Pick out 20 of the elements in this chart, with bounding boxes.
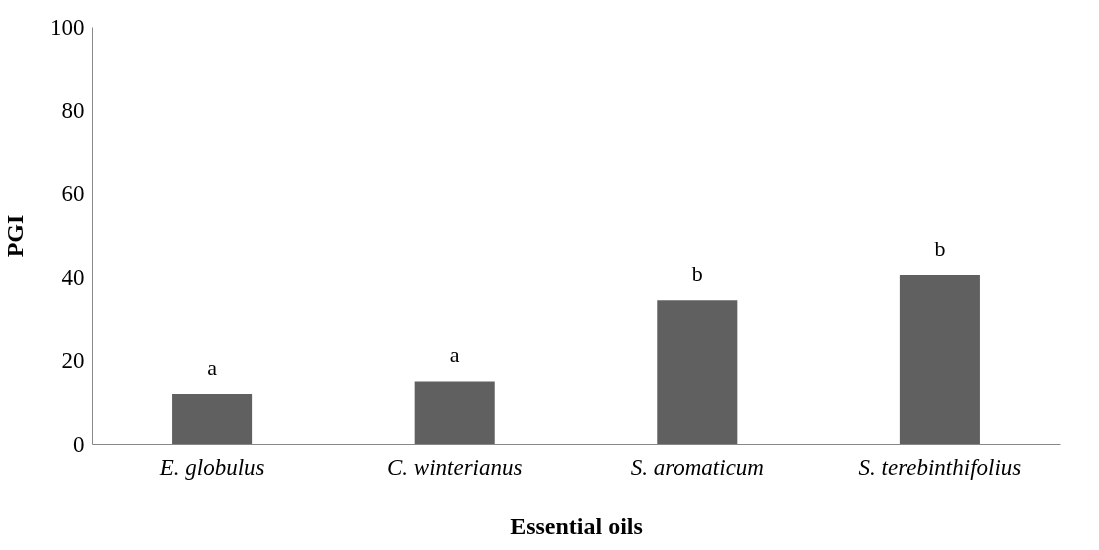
- x-tick-label: S. terebinthifolius: [858, 454, 1022, 480]
- y-tick-label: 20: [61, 348, 85, 374]
- x-tick-label: E. globulus: [158, 454, 265, 480]
- annotation: b: [934, 236, 946, 262]
- x-axis-title: Essential oils: [510, 512, 643, 539]
- y-tick-label: 80: [61, 97, 85, 123]
- x-tick-label: S. aromaticum: [630, 454, 764, 480]
- bar: [657, 300, 738, 444]
- bar: [172, 393, 253, 444]
- annotation: a: [449, 342, 460, 368]
- annotation: b: [691, 261, 703, 287]
- x-tick-label: C. winterianus: [386, 454, 523, 480]
- y-tick-label: 0: [73, 431, 85, 457]
- bar: [899, 275, 980, 444]
- annotation: a: [207, 354, 218, 380]
- y-tick-label: 100: [50, 14, 85, 40]
- y-tick-label: 40: [61, 264, 85, 290]
- bar: [414, 381, 495, 444]
- y-axis-title: PGI: [2, 214, 28, 258]
- y-tick-label: 60: [61, 181, 85, 207]
